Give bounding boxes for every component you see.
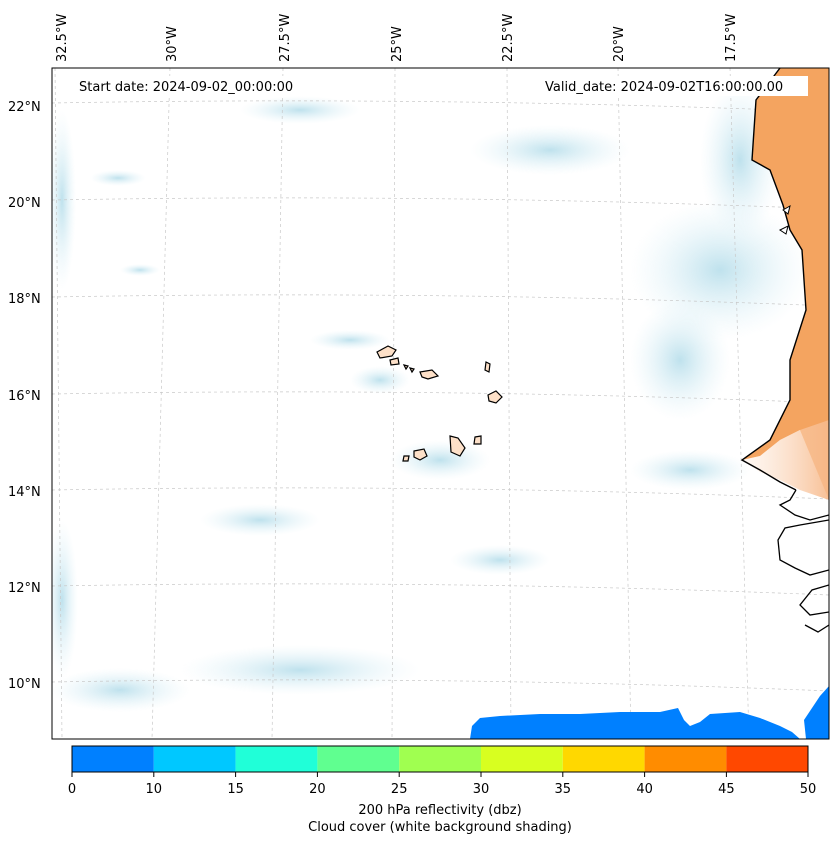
- colorbar-tick-label: 35: [555, 782, 572, 797]
- graticule: [52, 68, 829, 739]
- latitude-labels: 22°N 20°N 18°N 16°N 14°N 12°N 10°N: [8, 100, 41, 692]
- reflectivity-band-south: [470, 708, 800, 739]
- colorbar-swatch: [644, 746, 727, 772]
- lat-label: 22°N: [8, 100, 41, 115]
- west-africa-coastline: [777, 489, 829, 633]
- lat-label: 16°N: [8, 389, 41, 404]
- lon-label: 20°W: [612, 26, 627, 62]
- colorbar-tick-label: 15: [227, 782, 244, 797]
- valid-date-label: Valid_date: 2024-09-02T16:00:00.00: [545, 80, 783, 95]
- start-date-label: Start date: 2024-09-02_00:00:00: [79, 80, 293, 95]
- map-frame: [51, 67, 830, 740]
- colorbar-swatch: [72, 746, 154, 772]
- lat-label: 18°N: [8, 292, 41, 307]
- colorbar-swatch: [317, 746, 400, 772]
- lat-label: 12°N: [8, 581, 41, 596]
- colorbar-swatch: [726, 746, 808, 772]
- colorbar-frame: [71, 745, 809, 773]
- colorbar-swatch: [562, 746, 645, 772]
- colorbar-tick-label: 20: [309, 782, 326, 797]
- start-date-box: [72, 76, 312, 96]
- lat-label: 14°N: [8, 485, 41, 500]
- colorbar-swatch: [153, 746, 236, 772]
- lon-label: 27.5°W: [278, 14, 293, 62]
- colorbar-swatch: [481, 746, 563, 772]
- colorbar-tick-label: 50: [800, 782, 817, 797]
- colorbar-tick-label: 25: [391, 782, 408, 797]
- lon-label: 22.5°W: [501, 14, 516, 62]
- africa-beige-overlay: [742, 420, 829, 500]
- africa-landmass: [742, 68, 829, 500]
- lat-label: 10°N: [8, 677, 41, 692]
- longitude-labels: 32.5°W 30°W 27.5°W 25°W 22.5°W 20°W 17.5…: [55, 14, 739, 62]
- valid-date-box: [540, 76, 808, 96]
- colorbar-tick-label: 45: [718, 782, 735, 797]
- colorbar: 0 10 15 20 25 30 35 40 45 50 200 hPa ref…: [68, 745, 817, 835]
- colorbar-tick-label: 40: [636, 782, 653, 797]
- colorbar-tick-label: 30: [473, 782, 490, 797]
- lat-label: 20°N: [8, 196, 41, 211]
- colorbar-tick-label: 10: [146, 782, 163, 797]
- colorbar-swatch: [235, 746, 318, 772]
- lon-label: 17.5°W: [724, 14, 739, 62]
- africa-coastline: [740, 68, 807, 491]
- lon-label: 32.5°W: [55, 14, 70, 62]
- lon-label: 30°W: [165, 26, 180, 62]
- map-panel: [52, 68, 829, 739]
- colorbar-subtitle: Cloud cover (white background shading): [308, 820, 572, 835]
- colorbar-swatch: [399, 746, 481, 772]
- cape-verde-islands: [376, 345, 503, 462]
- colorbar-title: 200 hPa reflectivity (dbz): [358, 803, 521, 818]
- lon-label: 25°W: [390, 26, 405, 62]
- colorbar-tick-label: 0: [68, 782, 76, 797]
- coastal-islands: [779, 204, 791, 235]
- reflectivity-blob-east: [804, 686, 829, 739]
